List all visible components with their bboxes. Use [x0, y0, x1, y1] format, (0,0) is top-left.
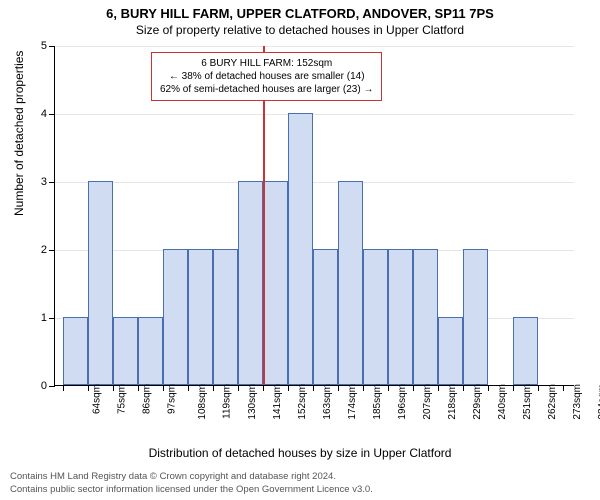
- x-tick: [88, 385, 89, 391]
- x-tick: [238, 385, 239, 391]
- x-tick-label: 262sqm: [547, 384, 558, 420]
- y-tick-label: 3: [33, 176, 47, 188]
- y-tick: [49, 182, 55, 183]
- histogram-bar: [213, 249, 238, 385]
- x-tick-label: 119sqm: [221, 384, 232, 419]
- annotation-line: 62% of semi-detached houses are larger (…: [160, 83, 373, 96]
- x-tick-label: 251sqm: [522, 384, 533, 420]
- histogram-bar: [163, 249, 188, 385]
- x-tick-label: 130sqm: [247, 384, 258, 420]
- x-tick: [488, 385, 489, 391]
- x-tick: [463, 385, 464, 391]
- y-tick: [49, 46, 55, 47]
- footer-attribution: Contains HM Land Registry data © Crown c…: [10, 471, 373, 496]
- y-tick: [49, 114, 55, 115]
- gridline: [55, 46, 574, 47]
- y-tick: [49, 386, 55, 387]
- histogram-bar: [413, 249, 438, 385]
- x-tick-label: 163sqm: [322, 384, 333, 420]
- x-tick-label: 75sqm: [117, 384, 128, 414]
- y-tick: [49, 318, 55, 319]
- x-tick: [263, 385, 264, 391]
- x-tick: [338, 385, 339, 391]
- histogram-bar: [263, 181, 288, 385]
- x-tick-label: 141sqm: [272, 384, 283, 420]
- x-tick-label: 240sqm: [497, 384, 508, 420]
- x-tick-label: 97sqm: [167, 384, 178, 414]
- histogram-bar: [188, 249, 213, 385]
- x-tick-label: 229sqm: [472, 384, 483, 420]
- x-tick-label: 273sqm: [572, 384, 583, 420]
- y-tick-label: 0: [33, 380, 47, 392]
- annotation-box: 6 BURY HILL FARM: 152sqm← 38% of detache…: [151, 52, 382, 101]
- y-tick-label: 1: [33, 312, 47, 324]
- x-tick: [288, 385, 289, 391]
- x-tick-label: 152sqm: [297, 384, 308, 420]
- x-tick: [113, 385, 114, 391]
- histogram-bar: [338, 181, 363, 385]
- histogram-bar: [463, 249, 488, 385]
- x-tick: [313, 385, 314, 391]
- y-tick-label: 2: [33, 244, 47, 256]
- x-tick-label: 207sqm: [422, 384, 433, 420]
- y-axis-label: Number of detached properties: [12, 51, 26, 216]
- gridline: [55, 114, 574, 115]
- annotation-line: 6 BURY HILL FARM: 152sqm: [160, 57, 373, 70]
- histogram-bar: [513, 317, 538, 385]
- x-tick-label: 174sqm: [347, 384, 358, 420]
- x-tick-label: 218sqm: [447, 384, 458, 420]
- x-tick: [388, 385, 389, 391]
- chart-subtitle: Size of property relative to detached ho…: [0, 21, 600, 41]
- histogram-bar: [363, 249, 388, 385]
- x-tick-label: 196sqm: [397, 384, 408, 420]
- histogram-bar: [288, 113, 313, 385]
- gridline: [55, 182, 574, 183]
- x-axis-label: Distribution of detached houses by size …: [0, 446, 600, 460]
- histogram-bar: [313, 249, 338, 385]
- x-tick: [163, 385, 164, 391]
- histogram-bar: [238, 181, 263, 385]
- histogram-bar: [438, 317, 463, 385]
- footer-line-2: Contains public sector information licen…: [10, 484, 373, 496]
- chart-title: 6, BURY HILL FARM, UPPER CLATFORD, ANDOV…: [0, 0, 600, 21]
- histogram-bar: [88, 181, 113, 385]
- footer-line-1: Contains HM Land Registry data © Crown c…: [10, 471, 373, 483]
- y-tick: [49, 250, 55, 251]
- x-tick: [438, 385, 439, 391]
- annotation-line: ← 38% of detached houses are smaller (14…: [160, 70, 373, 83]
- x-tick-label: 108sqm: [197, 384, 208, 420]
- x-tick: [188, 385, 189, 391]
- x-tick: [138, 385, 139, 391]
- x-tick-label: 86sqm: [142, 384, 153, 414]
- x-tick: [538, 385, 539, 391]
- x-tick-label: 185sqm: [372, 384, 383, 420]
- histogram-bar: [138, 317, 163, 385]
- histogram-bar: [388, 249, 413, 385]
- x-tick: [363, 385, 364, 391]
- y-tick-label: 5: [33, 40, 47, 52]
- x-tick: [63, 385, 64, 391]
- x-tick: [413, 385, 414, 391]
- histogram-bar: [63, 317, 88, 385]
- x-tick-label: 64sqm: [92, 384, 103, 414]
- histogram-bar: [113, 317, 138, 385]
- y-tick-label: 4: [33, 108, 47, 120]
- plot-area: 01234564sqm75sqm86sqm97sqm108sqm119sqm13…: [54, 46, 574, 386]
- x-tick: [563, 385, 564, 391]
- x-tick: [213, 385, 214, 391]
- x-tick: [513, 385, 514, 391]
